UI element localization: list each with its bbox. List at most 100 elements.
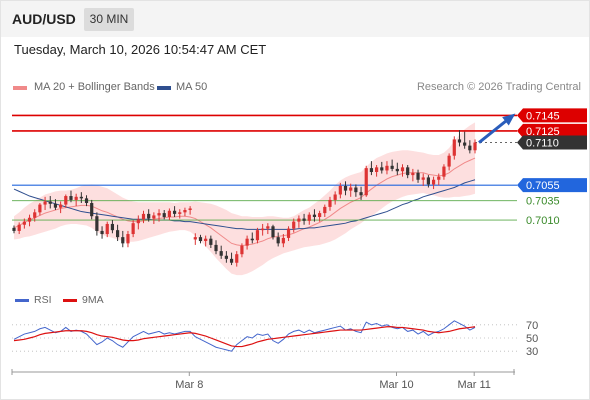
candle-body [354,187,358,193]
level-tag-0.7110 [517,135,587,150]
ma20-legend-swatch [13,86,27,90]
candle-body [307,214,311,221]
candle-body [147,213,151,219]
candle-body [426,177,430,185]
timeframe-badge[interactable]: 30 MIN [84,8,134,31]
ma20-legend-label: MA 20 + Bollinger Bands [34,81,155,93]
candle-body [33,212,37,218]
candle-body [292,221,296,229]
research-credit: Research © 2026 Trading Central [416,81,581,93]
candle-body [431,179,436,185]
level-label-0.7055: 0.7055 [526,180,560,192]
candle-body [64,196,68,205]
candle-body [463,142,467,146]
x-axis-label: Mar 8 [175,379,203,391]
candle-body [266,226,270,229]
candle-body [167,210,171,217]
instrument-symbol: AUD/USD [12,11,76,27]
candle-body [141,213,146,220]
candle-body [281,237,285,244]
candle-body [79,196,83,199]
candle-body [245,238,249,246]
candle-body [198,237,203,242]
level-tag-0.7055 [517,178,587,193]
bollinger-band-layer [14,122,476,276]
candle-body [178,212,182,214]
rsi-tick-label-30: 30 [526,346,538,358]
rsi-legend-label: RSI [34,294,52,306]
candle-body [84,198,89,204]
timestamp: Tuesday, March 10, 2026 10:54:47 AM CET [14,42,267,57]
candle-body [69,196,73,200]
candle-body [152,215,156,219]
candle-body [276,237,280,244]
candle-body [53,203,58,208]
candle-body [136,219,140,224]
rsi-ma-legend-label: 9MA [82,294,104,306]
candle-body [312,214,317,217]
time-axis: Mar 8 Mar 10 Mar 11 [11,369,515,391]
candle-body [219,251,223,256]
candle-body [364,168,368,196]
candle-body [447,155,451,167]
ma50-legend-swatch [157,86,171,90]
level-label-0.7010: 0.7010 [526,215,560,227]
candle-body [209,238,213,245]
level-label-0.7110: 0.7110 [526,138,559,150]
candle-body [27,217,32,222]
x-axis-label: Mar 11 [457,379,490,391]
candle-body [302,218,306,221]
candle-body [442,166,446,177]
x-axis-label: Mar 10 [379,379,413,391]
rsi-tick-label-70: 70 [526,320,538,332]
candle-body [183,210,187,213]
candle-body [255,230,260,241]
candle-body [74,196,78,200]
candle-body [369,168,374,172]
candle-body [297,218,301,222]
candle-body [349,187,353,191]
candle-body [59,204,63,208]
level-tag-0.7145 [517,108,587,123]
candle-body [116,230,120,238]
candle-body [95,216,99,231]
candle-body [90,203,94,217]
level-tag-0.7125 [517,123,587,138]
candle-body [452,139,456,156]
candle-body [12,227,16,231]
candle-body [48,201,52,204]
ma50-legend-label: MA 50 [176,81,208,93]
candle-body [380,167,384,171]
candle-body [204,238,208,242]
candles-layer [12,130,477,267]
forecast-arrow-head [502,113,516,126]
candle-body [240,245,244,255]
candle-body [172,210,177,214]
candle-body [271,226,275,238]
candle-body [250,238,254,241]
candle-body [343,185,348,191]
candle-body [162,213,166,217]
candle-body [411,172,415,176]
candle-body [323,206,327,214]
rsi-tick-label-50: 50 [526,333,538,345]
header-bar: AUD/USD 30 MIN [1,1,589,37]
candle-body [395,168,399,172]
candle-body [110,223,115,231]
candle-body [406,167,410,176]
candle-body [17,224,21,231]
candle-body [359,192,363,196]
rsi-legend-swatch [15,299,29,302]
level-label-0.7145: 0.7145 [526,110,560,122]
bollinger-band [14,122,476,276]
candle-body [121,237,125,244]
candle-body [437,176,441,180]
candle-body [390,165,394,169]
candle-body [416,172,420,180]
candle-body [375,167,379,172]
candle-body [400,167,405,172]
candle-body [22,221,26,225]
